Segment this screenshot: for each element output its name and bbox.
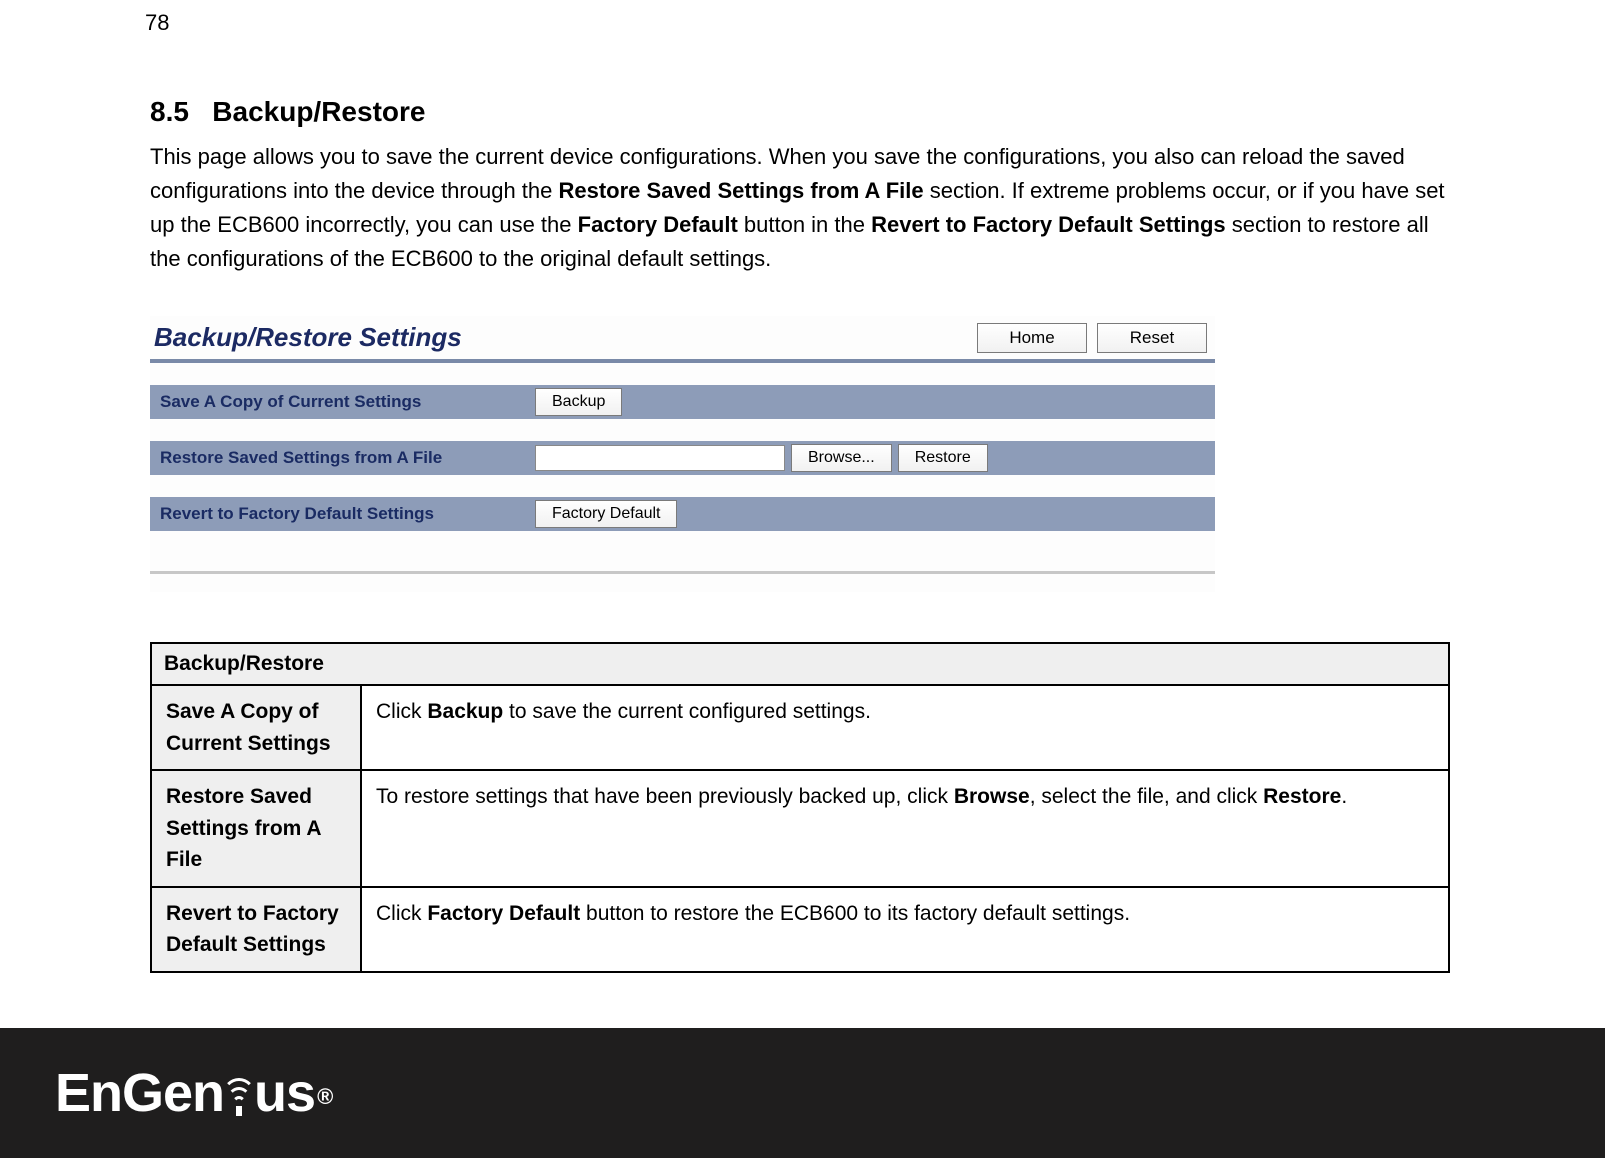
table-row: Save A Copy of Current Settings Click Ba… [151, 685, 1449, 770]
logo-text: us [254, 1062, 315, 1124]
table-row: Restore Saved Settings from A File To re… [151, 770, 1449, 887]
row-save-settings: Save A Copy of Current Settings Backup [150, 385, 1215, 419]
bold: Browse [954, 785, 1030, 808]
text: Click [376, 902, 427, 925]
table-key: Save A Copy of Current Settings [151, 685, 361, 770]
row-label: Restore Saved Settings from A File [150, 448, 535, 468]
section-heading: 8.5 Backup/Restore [150, 96, 1455, 128]
intro-bold: Restore Saved Settings from A File [559, 178, 924, 203]
table-desc: To restore settings that have been previ… [361, 770, 1449, 887]
bold: Restore [1263, 785, 1341, 808]
table-header-row: Backup/Restore [151, 643, 1449, 685]
text: Click [376, 700, 427, 723]
row-label: Revert to Factory Default Settings [150, 504, 535, 524]
table-desc: Click Backup to save the current configu… [361, 685, 1449, 770]
text: to save the current configured settings. [503, 700, 871, 723]
backup-button[interactable]: Backup [535, 388, 622, 416]
text: , select the file, and click [1030, 785, 1263, 808]
text: button to restore the ECB600 to its fact… [580, 902, 1130, 925]
table-header: Backup/Restore [151, 643, 1449, 685]
intro-bold: Factory Default [578, 212, 738, 237]
section-number: 8.5 [150, 96, 189, 127]
table-row: Revert to Factory Default Settings Click… [151, 887, 1449, 972]
table-key: Restore Saved Settings from A File [151, 770, 361, 887]
divider [150, 571, 1215, 574]
page-number: 78 [145, 10, 1455, 36]
bold: Factory Default [427, 902, 580, 925]
file-path-input[interactable] [535, 445, 785, 471]
text: To restore settings that have been previ… [376, 785, 954, 808]
browse-button[interactable]: Browse... [791, 444, 892, 472]
restore-button[interactable]: Restore [898, 444, 988, 472]
reset-button[interactable]: Reset [1097, 323, 1207, 353]
logo-text: EnGen [55, 1062, 224, 1124]
section-title: Backup/Restore [212, 96, 425, 127]
text: . [1341, 785, 1347, 808]
intro-paragraph: This page allows you to save the current… [150, 140, 1455, 276]
intro-text: button in the [738, 212, 871, 237]
factory-default-button[interactable]: Factory Default [535, 500, 677, 528]
brand-logo: EnGen us ® [55, 1062, 332, 1124]
panel-title: Backup/Restore Settings [154, 322, 462, 353]
table-key: Revert to Factory Default Settings [151, 887, 361, 972]
bold: Backup [427, 700, 503, 723]
row-revert-settings: Revert to Factory Default Settings Facto… [150, 497, 1215, 531]
table-desc: Click Factory Default button to restore … [361, 887, 1449, 972]
row-restore-settings: Restore Saved Settings from A File Brows… [150, 441, 1215, 475]
intro-bold: Revert to Factory Default Settings [871, 212, 1226, 237]
description-table: Backup/Restore Save A Copy of Current Se… [150, 642, 1450, 973]
footer: EnGen us ® [0, 1028, 1605, 1158]
wifi-icon [222, 1076, 256, 1116]
row-label: Save A Copy of Current Settings [150, 392, 535, 412]
registered-icon: ® [317, 1084, 332, 1110]
panel-header: Backup/Restore Settings Home Reset [150, 316, 1215, 363]
settings-panel: Backup/Restore Settings Home Reset Save … [150, 316, 1215, 592]
home-button[interactable]: Home [977, 323, 1087, 353]
